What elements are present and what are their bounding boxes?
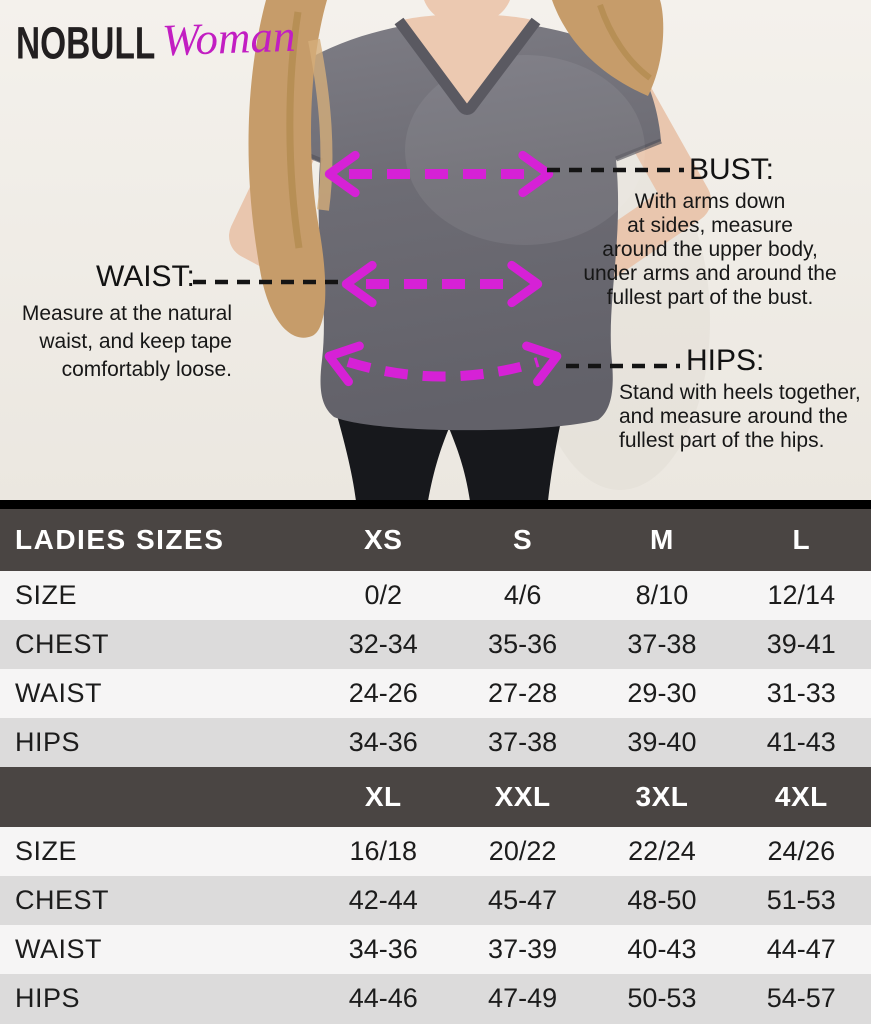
size-cell: 50-53	[627, 983, 697, 1013]
bust-label: BUST:	[689, 153, 775, 186]
table-title: LADIES SIZES	[15, 524, 225, 555]
table-header-row: XL XXL 3XL 4XL	[0, 767, 871, 827]
size-cell: 4/6	[503, 580, 542, 610]
bust-instruction-line: around the upper body,	[602, 238, 818, 261]
size-cell: 37-39	[488, 934, 558, 964]
size-cell: 44-47	[766, 934, 836, 964]
size-cell: 29-30	[627, 678, 697, 708]
ladies-sizes-table: LADIES SIZES XS S M L SIZE 0/2 4/6 8/10 …	[0, 509, 871, 1024]
row-label: WAIST	[15, 934, 102, 964]
size-cell: 37-38	[627, 629, 697, 659]
column-header: XS	[364, 524, 403, 555]
size-cell: 41-43	[766, 727, 836, 757]
waist-instruction-line: Measure at the natural	[21, 302, 232, 325]
size-cell: 16/18	[349, 836, 418, 866]
size-cell: 31-33	[766, 678, 836, 708]
size-cell: 48-50	[627, 885, 697, 915]
row-label: HIPS	[15, 983, 81, 1013]
size-cell: 34-36	[348, 727, 418, 757]
bust-instruction-line: under arms and around the	[583, 262, 837, 285]
size-cell: 47-49	[488, 983, 558, 1013]
size-cell: 32-34	[348, 629, 418, 659]
size-cell: 0/2	[364, 580, 402, 610]
model-photo: NOBULL Woman BUST: With arms down at sid…	[0, 0, 871, 501]
row-label: SIZE	[15, 580, 78, 610]
table-row: HIPS 34-36 37-38 39-40 41-43	[0, 718, 871, 767]
table-row: HIPS 44-46 47-49 50-53 54-57	[0, 974, 871, 1023]
row-label: SIZE	[15, 836, 78, 866]
neck-skin	[424, 0, 510, 25]
size-cell: 40-43	[627, 934, 697, 964]
table-row: CHEST 32-34 35-36 37-38 39-41	[0, 620, 871, 669]
size-cell: 54-57	[766, 983, 836, 1013]
column-header: 3XL	[635, 781, 689, 812]
size-cell: 39-41	[766, 629, 836, 659]
row-label: WAIST	[15, 678, 102, 708]
table-row: WAIST 34-36 37-39 40-43 44-47	[0, 925, 871, 974]
column-header: M	[650, 524, 674, 555]
waist-instructions: Measure at the natural waist, and keep t…	[6, 300, 232, 384]
hips-label: HIPS:	[686, 344, 765, 377]
size-cell: 39-40	[627, 727, 697, 757]
waist-instruction-line: waist, and keep tape	[39, 330, 232, 353]
waist-label: WAIST:	[96, 260, 195, 293]
hips-instruction-line: fullest part of the hips.	[619, 429, 825, 452]
row-label: CHEST	[15, 629, 110, 659]
column-header: XXL	[494, 781, 551, 812]
size-cell: 24/26	[767, 836, 836, 866]
size-cell: 8/10	[635, 580, 689, 610]
hair-right	[552, 0, 664, 96]
waist-instruction-line: comfortably loose.	[61, 358, 232, 381]
size-cell: 22/24	[628, 836, 696, 866]
size-cell: 34-36	[348, 934, 418, 964]
vneck-trim	[394, 17, 541, 115]
size-cell: 45-47	[488, 885, 558, 915]
hips-instructions: Stand with heels together, and measure a…	[619, 381, 871, 453]
bust-instruction-line: fullest part of the bust.	[606, 286, 814, 309]
size-cell: 42-44	[348, 885, 418, 915]
bust-instructions: With arms down at sides, measure around …	[556, 190, 864, 310]
size-cell: 27-28	[488, 678, 558, 708]
tshirt	[275, 20, 661, 431]
chest-skin	[399, 14, 536, 110]
brand-name: NOBULL	[16, 18, 156, 69]
size-cell: 35-36	[488, 629, 558, 659]
table-row: SIZE 16/18 20/22 22/24 24/26	[0, 827, 871, 876]
hair-strand	[286, 11, 303, 249]
brand-word: Woman	[161, 10, 297, 66]
bust-instruction-line: With arms down	[634, 190, 786, 213]
size-cell: 24-26	[348, 678, 418, 708]
bust-instruction-line: at sides, measure	[627, 214, 793, 237]
table-row: WAIST 24-26 27-28 29-30 31-33	[0, 669, 871, 718]
column-header: XL	[364, 781, 402, 812]
model-illustration	[0, 0, 871, 501]
row-label: HIPS	[15, 727, 81, 757]
table-row: SIZE 0/2 4/6 8/10 12/14	[0, 571, 871, 620]
table-header-row: LADIES SIZES XS S M L	[0, 509, 871, 571]
size-cell: 20/22	[488, 836, 557, 866]
column-header: L	[792, 524, 811, 555]
hips-instruction-line: Stand with heels together,	[619, 381, 861, 404]
size-cell: 12/14	[767, 580, 836, 610]
size-cell: 51-53	[766, 885, 836, 915]
column-header: 4XL	[774, 781, 828, 812]
row-label: CHEST	[15, 885, 110, 915]
hips-instruction-line: and measure around the	[619, 405, 848, 428]
right-sleeve-hem	[615, 138, 662, 162]
size-cell: 44-46	[348, 983, 418, 1013]
size-cell: 37-38	[488, 727, 558, 757]
hips-arrow	[324, 341, 562, 387]
column-header: S	[512, 524, 533, 555]
table-row: CHEST 42-44 45-47 48-50 51-53	[0, 876, 871, 925]
section-divider	[0, 500, 871, 509]
hair-strand-right	[597, 4, 652, 81]
